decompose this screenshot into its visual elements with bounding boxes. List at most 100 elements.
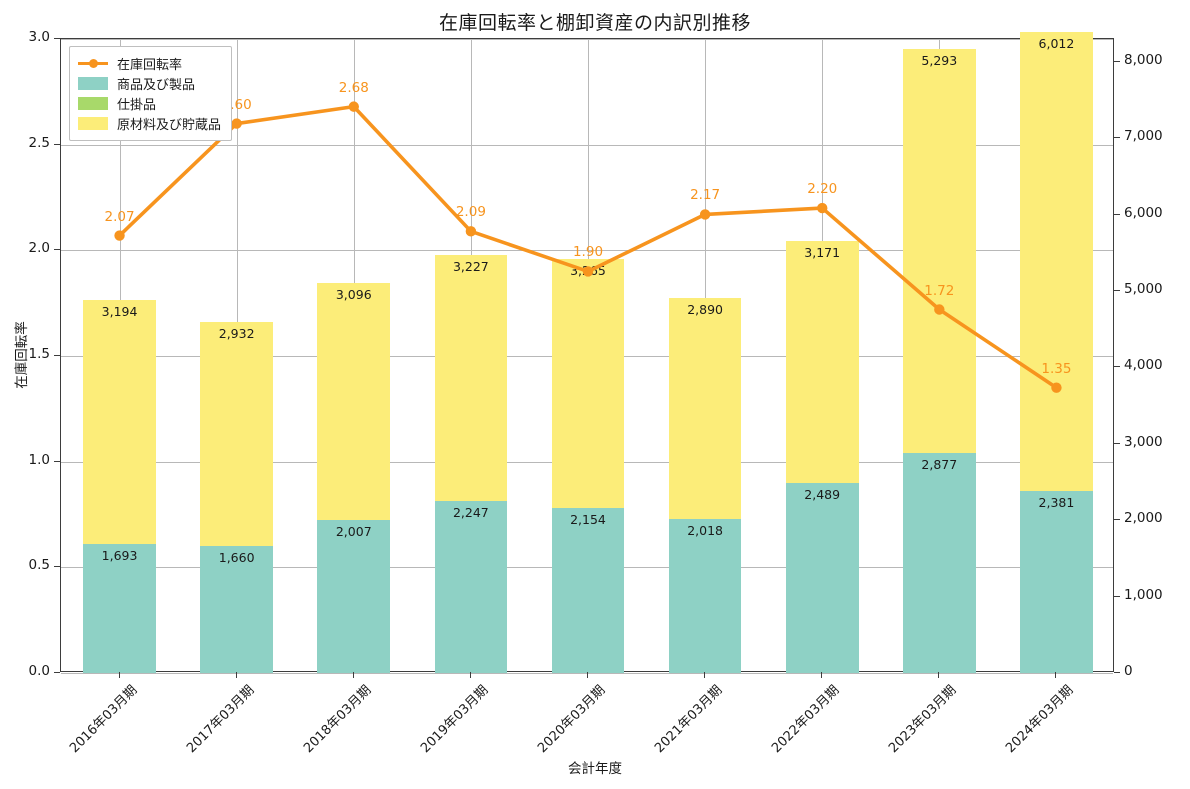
line-marker[interactable] <box>582 266 594 277</box>
bar-value-label: 1,693 <box>101 547 138 563</box>
x-axis-tick-label: 2018年03月期 <box>300 682 375 757</box>
bar-value-label: 1,660 <box>218 550 255 566</box>
line-marker[interactable] <box>1051 382 1062 393</box>
bar-value-label: 2,247 <box>452 505 489 521</box>
bar-segment[interactable] <box>1020 491 1093 673</box>
bar-segment[interactable] <box>434 501 508 673</box>
left-axis-tick-label: 0.5 <box>28 557 50 574</box>
line-marker[interactable] <box>817 202 828 214</box>
plot-area: 1,693 3,194 1,660 2,932 2,007 3,096 2,247 3,227… <box>60 31 1114 674</box>
bar-segment[interactable] <box>317 283 391 520</box>
legend-item[interactable]: 仕掛品 <box>78 93 221 113</box>
line-value-label: 1.35 <box>1041 360 1072 377</box>
line-marker[interactable] <box>465 226 477 237</box>
bar-value-label: 5,293 <box>921 52 958 68</box>
line-value-label: 2.68 <box>338 79 369 96</box>
gridline-horizontal <box>61 39 1113 40</box>
legend-item-label: 仕掛品 <box>117 97 157 113</box>
bar-segment[interactable] <box>785 240 859 483</box>
bar-segment[interactable] <box>434 254 508 502</box>
line-value-label: 2.17 <box>690 187 721 204</box>
x-axis-tick-mark <box>469 672 471 678</box>
legend-swatch-icon <box>78 96 108 110</box>
x-axis-tick-label: 2024年03月期 <box>1003 682 1077 757</box>
x-axis-tick-mark <box>938 672 940 678</box>
legend-line-marker-icon <box>78 57 108 70</box>
bar-segment[interactable] <box>1020 31 1093 492</box>
right-axis-tick-label: 6,000 <box>1124 204 1163 221</box>
bar-segment[interactable] <box>785 482 859 673</box>
line-marker[interactable] <box>699 209 711 220</box>
x-axis-tick-label: 2016年03月期 <box>66 682 140 757</box>
right-axis-tick-label: 3,000 <box>1124 433 1163 450</box>
left-axis-tick-mark <box>54 460 60 462</box>
right-axis-tick-mark <box>1114 519 1120 521</box>
bar-segment[interactable] <box>668 298 742 519</box>
line-marker[interactable] <box>114 230 125 241</box>
bar-segment[interactable] <box>903 48 976 454</box>
bar-value-label: 2,381 <box>1038 495 1075 511</box>
bar-value-label: 6,012 <box>1038 35 1075 51</box>
right-axis-tick-mark <box>1114 213 1120 215</box>
legend-item-label: 原材料及び貯蔵品 <box>117 117 222 133</box>
x-axis-tick-label: 2019年03月期 <box>418 682 492 757</box>
bar-segment[interactable] <box>200 546 273 673</box>
right-axis-tick-mark <box>1114 442 1120 444</box>
bar-segment[interactable] <box>317 519 391 673</box>
x-axis-tick-label: 2020年03月期 <box>535 682 609 757</box>
bar-value-label: 2,932 <box>218 326 255 342</box>
right-axis-tick-label: 7,000 <box>1124 128 1163 145</box>
bar-segment[interactable] <box>83 543 156 673</box>
bar-value-label: 3,096 <box>335 287 372 303</box>
left-axis-tick-label: 3.0 <box>28 29 50 45</box>
x-axis-tick-mark <box>118 672 120 678</box>
bar-segment[interactable] <box>551 259 625 509</box>
bar-segment[interactable] <box>200 322 273 547</box>
left-axis-tick-mark <box>54 672 60 673</box>
x-axis-title: 会計年度 <box>568 761 622 777</box>
x-axis-tick-label: 2023年03月期 <box>886 682 960 757</box>
right-axis-tick-mark <box>1114 60 1120 62</box>
line-marker[interactable] <box>231 118 242 129</box>
line-value-label: 2.09 <box>455 204 486 221</box>
x-axis-tick-mark <box>821 672 823 678</box>
line-marker[interactable] <box>934 304 945 315</box>
right-axis-tick-label: 0 <box>1124 663 1133 679</box>
bar-segment[interactable] <box>551 508 625 673</box>
left-axis-tick-label: 2.5 <box>28 134 50 151</box>
legend-swatch-icon <box>78 76 108 90</box>
right-axis-tick-label: 4,000 <box>1124 357 1163 374</box>
bar-segment[interactable] <box>83 299 156 544</box>
right-axis-tick-label: 1,000 <box>1124 586 1163 603</box>
legend-item[interactable]: 在庫回転率 <box>78 53 221 73</box>
x-axis-tick-mark <box>1055 672 1057 678</box>
left-axis-tick-mark <box>54 249 60 251</box>
line-marker[interactable] <box>348 101 359 112</box>
bar-segment[interactable] <box>903 453 976 673</box>
line-series <box>114 101 1062 393</box>
bar-value-label: 2,154 <box>570 512 606 528</box>
line-value-label: 1.90 <box>572 244 604 261</box>
chart-title: 在庫回転率と棚卸資産の内訳別推移 <box>438 12 751 34</box>
x-axis-tick-label: 2021年03月期 <box>652 682 726 757</box>
legend-item[interactable]: 商品及び製品 <box>78 73 221 93</box>
bar-value-label: 2,007 <box>335 523 372 539</box>
x-axis-tick-mark <box>587 672 588 678</box>
legend-item-label: 在庫回転率 <box>117 57 183 73</box>
left-axis-tick-label: 1.5 <box>28 346 50 362</box>
gridline-horizontal <box>61 250 1113 252</box>
bar-value-label: 2,018 <box>687 522 723 538</box>
left-axis-tick-mark <box>54 355 60 356</box>
right-axis-tick-mark <box>1114 137 1120 139</box>
bar-value-label: 2,890 <box>687 302 723 318</box>
right-axis-tick-mark <box>1114 290 1120 292</box>
right-axis-tick-label: 5,000 <box>1124 281 1163 298</box>
legend-item[interactable]: 原材料及び貯蔵品 <box>78 113 221 133</box>
bar-value-label: 3,194 <box>101 303 138 319</box>
legend-item-label: 商品及び製品 <box>117 77 196 93</box>
x-axis-tick-mark <box>352 672 354 678</box>
bar-segment[interactable] <box>668 518 742 673</box>
x-axis-tick-label: 2017年03月期 <box>183 682 258 757</box>
gridline-horizontal <box>61 144 1113 146</box>
